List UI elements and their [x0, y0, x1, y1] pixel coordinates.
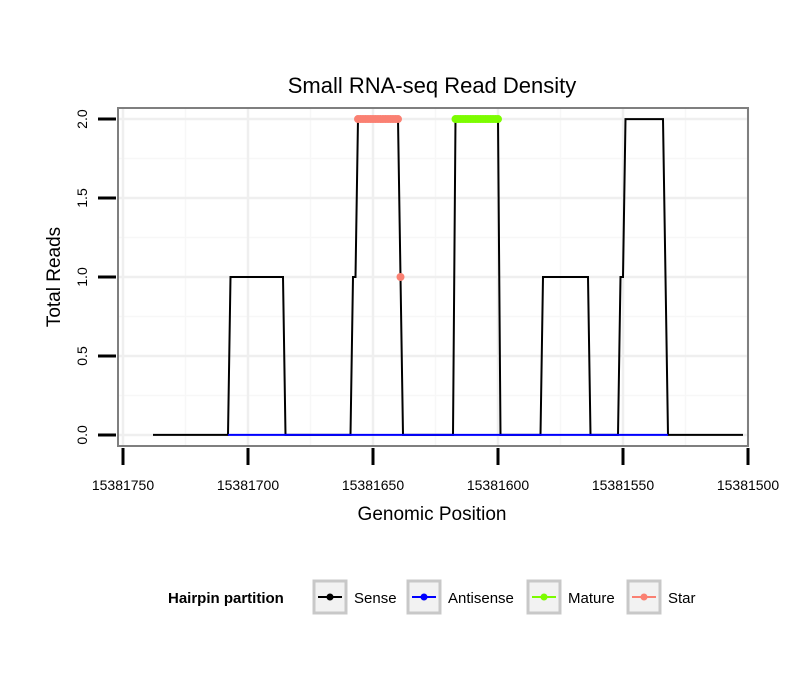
- y-tick-label: 1.5: [74, 188, 90, 208]
- x-tick-label: 15381600: [467, 477, 530, 493]
- y-axis: 0.0 0.5 1.0 1.5 2.0: [74, 109, 116, 445]
- legend-key-point: [640, 593, 648, 601]
- y-tick-label: 0.5: [74, 346, 90, 366]
- panel-border: [117, 107, 749, 447]
- series-star-point: [396, 273, 405, 281]
- legend-label-sense: Sense: [354, 590, 397, 607]
- plot-panel: [117, 107, 750, 447]
- x-axis-title: Genomic Position: [358, 504, 507, 525]
- legend: Hairpin partition Sense Antisense Mature St…: [168, 579, 696, 615]
- x-tick-label: 15381650: [342, 477, 405, 493]
- y-axis-title: Total Reads: [44, 227, 65, 327]
- x-tick-label: 15381500: [717, 477, 780, 493]
- legend-label-star: Star: [668, 590, 696, 607]
- x-tick-label: 15381550: [592, 477, 655, 493]
- legend-key-point: [540, 593, 548, 601]
- x-tick-label: 15381700: [217, 477, 280, 493]
- legend-key-point: [420, 593, 428, 601]
- legend-key-point: [326, 593, 334, 601]
- legend-label-mature: Mature: [568, 590, 615, 607]
- x-axis: 15381750 15381700 15381650 15381600 15381550…: [92, 448, 780, 493]
- y-tick-label: 0.0: [74, 425, 90, 445]
- series-star-point: [394, 115, 402, 124]
- chart-title: Small RNA-seq Read Density: [288, 73, 577, 98]
- legend-label-antisense: Antisense: [448, 590, 514, 607]
- y-tick-label: 1.0: [74, 267, 90, 287]
- legend-title: Hairpin partition: [168, 590, 284, 607]
- x-tick-label: 15381750: [92, 477, 155, 493]
- y-tick-label: 2.0: [74, 109, 90, 129]
- series-mature-point: [494, 115, 502, 124]
